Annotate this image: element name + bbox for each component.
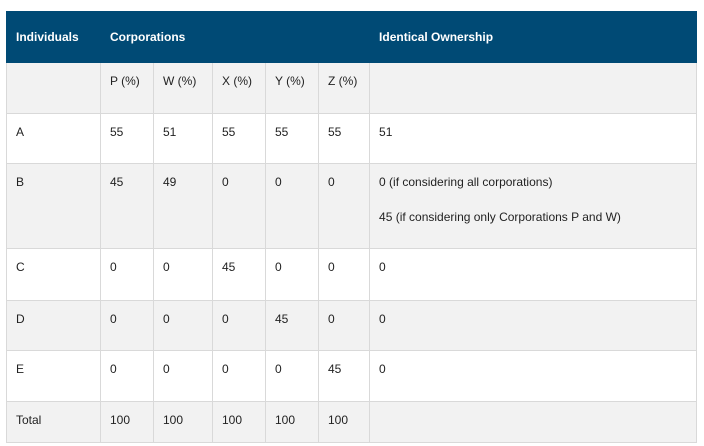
table-row: E 0 0 0 0 45 0 [6, 350, 698, 402]
cell-y: 0 [265, 248, 319, 301]
cell-identical: 0 [369, 350, 698, 402]
cell-w: 0 [153, 300, 213, 351]
subheader-x: X (%) [212, 62, 266, 114]
cell-z: 55 [317, 113, 371, 164]
identical-p-and-w: 45 (if considering only Corporations P a… [379, 210, 621, 224]
cell-identical: 0 (if considering all corporations) 45 (… [369, 163, 698, 249]
cell-x: 55 [212, 113, 266, 164]
identical-all-corporations: 0 (if considering all corporations) [379, 175, 553, 189]
cell-w: 0 [153, 248, 213, 301]
cell-x: 100 [212, 401, 266, 443]
cell-w: 51 [153, 113, 213, 164]
subheader-y: Y (%) [265, 62, 319, 114]
cell-y: 45 [265, 300, 319, 351]
cell-w: 49 [153, 163, 213, 249]
cell-identical: 0 [369, 300, 698, 351]
cell-w: 100 [153, 401, 213, 443]
cell-w: 0 [153, 350, 213, 402]
subheader-w: W (%) [153, 62, 213, 114]
header-identical-ownership: Identical Ownership [369, 11, 698, 63]
cell-p: 0 [100, 350, 154, 402]
row-name: C [6, 248, 101, 301]
cell-x: 45 [212, 248, 266, 301]
cell-p: 100 [100, 401, 154, 443]
cell-p: 45 [100, 163, 154, 249]
cell-p: 55 [100, 113, 154, 164]
cell-x: 0 [212, 350, 266, 402]
cell-x: 0 [212, 300, 266, 351]
subheader-empty [6, 62, 101, 114]
subheader-p: P (%) [100, 62, 154, 114]
cell-z: 45 [317, 350, 371, 402]
cell-y: 0 [265, 350, 319, 402]
subheader-z: Z (%) [317, 62, 371, 114]
row-name: B [6, 163, 101, 249]
total-row: Total 100 100 100 100 100 [6, 401, 698, 443]
cell-y: 100 [265, 401, 319, 443]
subheader-identical-empty [369, 62, 698, 114]
row-name: D [6, 300, 101, 351]
ownership-table: Individuals Corporations Identical Owner… [6, 11, 698, 443]
cell-identical [369, 401, 698, 443]
header-individuals: Individuals [6, 11, 101, 63]
cell-x: 0 [212, 163, 266, 249]
table-row: C 0 0 45 0 0 0 [6, 248, 698, 301]
cell-y: 55 [265, 113, 319, 164]
table-row: B 45 49 0 0 0 0 (if considering all corp… [6, 163, 698, 249]
subheader-row: P (%) W (%) X (%) Y (%) Z (%) [6, 62, 698, 114]
cell-p: 0 [100, 300, 154, 351]
cell-identical: 51 [369, 113, 698, 164]
cell-identical: 0 [369, 248, 698, 301]
table-row: D 0 0 0 45 0 0 [6, 300, 698, 351]
cell-z: 0 [317, 163, 371, 249]
row-name: Total [6, 401, 101, 443]
header-row: Individuals Corporations Identical Owner… [6, 11, 698, 63]
row-name: A [6, 113, 101, 164]
row-name: E [6, 350, 101, 402]
table-row: A 55 51 55 55 55 51 [6, 113, 698, 164]
cell-p: 0 [100, 248, 154, 301]
header-corporations: Corporations [99, 11, 371, 63]
cell-z: 100 [317, 401, 371, 443]
cell-y: 0 [265, 163, 319, 249]
cell-z: 0 [317, 300, 371, 351]
cell-z: 0 [317, 248, 371, 301]
